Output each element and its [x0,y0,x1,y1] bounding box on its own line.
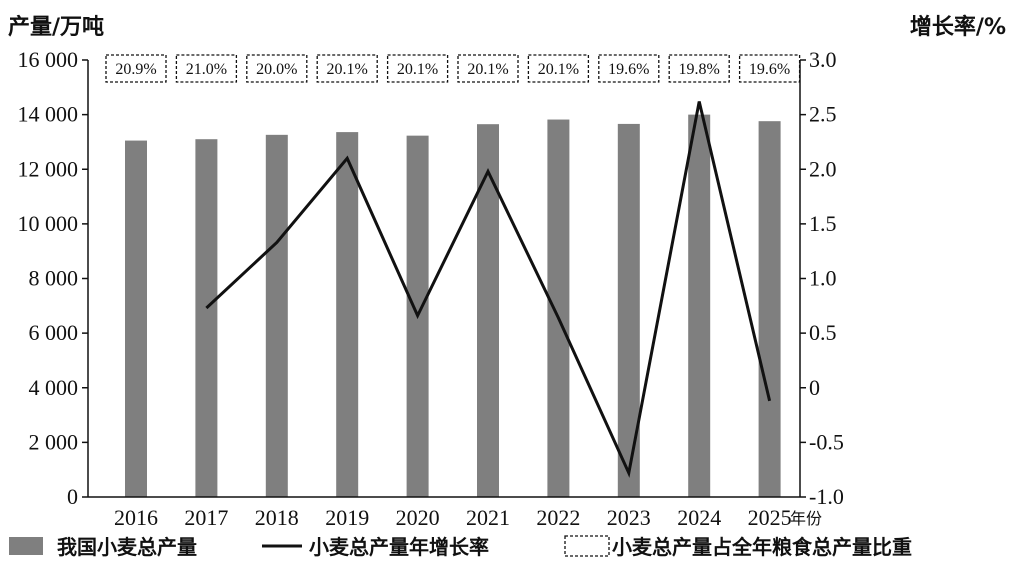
bar-series [125,114,781,498]
legend-ratio-label: 小麦总产量占全年粮食总产量比重 [612,535,912,559]
growth-rate-line [205,101,772,478]
ratio-annotation: 20.1% [386,54,449,83]
bar [336,132,359,498]
ratio-label: 19.8% [679,61,720,78]
ratio-label: 19.6% [608,61,649,78]
x-tick-label: 2021 [466,505,510,530]
legend-line-label: 小麦总产量年增长率 [309,535,489,559]
left-tick-label: 0 [67,484,78,509]
x-tick-label: 2019 [325,505,369,530]
ratio-annotation: 19.8% [668,54,730,83]
left-axis-title: 产量/万吨 [8,15,104,40]
bar [617,123,640,497]
ratio-box [105,54,167,83]
ratio-label: 20.9% [115,61,156,78]
ratio-box [457,54,519,83]
ratio-box [738,54,801,83]
bar [758,121,781,498]
x-tick-label: 2018 [255,505,299,530]
bar [688,114,711,497]
bar [477,124,499,497]
x-axis-ticks: 2016 2017 2018 2019 2020 2021 2022 2023 2024 2025 [114,505,792,530]
right-tick-label: 0 [809,375,820,400]
x-tick-label: 2025 [748,505,792,530]
right-tick-label: -1.0 [809,484,844,509]
ratio-annotation: 20.1% [316,54,378,83]
ratio-box [527,54,590,83]
right-tick-label: 3.0 [809,47,837,72]
x-tick-label: 2016 [114,505,158,530]
ratio-annotation: 20.1% [527,54,590,83]
legend: 我国小麦总产量 小麦总产量年增长率 小麦总产量占全年粮食总产量比重 [9,535,912,559]
bar [195,139,218,498]
ratio-label: 20.1% [467,61,508,78]
ratio-label: 19.6% [749,61,790,78]
ratio-box [246,54,308,83]
ratio-box [175,54,238,83]
legend-ratio-swatch [564,535,610,557]
x-tick-label: 2023 [607,505,651,530]
right-axis-ticks: -1.0 -0.5 0 0.5 1.0 1.5 2.0 2.5 3.0 [800,47,844,509]
left-tick-label: 2 000 [29,429,79,454]
left-tick-label: 12 000 [18,156,79,181]
ratio-annotation: 19.6% [738,54,801,83]
x-tick-label: 2024 [677,505,721,530]
left-tick-label: 14 000 [18,102,79,127]
left-tick-label: 6 000 [29,320,79,345]
x-tick-label: 2020 [396,505,440,530]
ratio-annotation: 20.0% [246,54,308,83]
bar [547,119,570,497]
ratio-annotations: 20.9% 21.0% 20.0% 20.1% 20.1% 20.1% 20.1% 19.6%… [105,54,801,83]
ratio-annotation: 20.1% [457,54,519,83]
ratio-annotation: 19.6% [598,54,660,83]
ratio-label: 20.1% [538,61,579,78]
legend-bar-swatch [9,537,43,555]
right-tick-label: 1.0 [809,266,837,291]
x-tick-label: 2017 [184,505,228,530]
legend-bar-label: 我国小麦总产量 [57,535,197,559]
right-tick-label: 2.5 [809,102,837,127]
left-tick-label: 10 000 [18,211,79,236]
right-tick-label: -0.5 [809,429,844,454]
ratio-box [668,54,730,83]
right-axis-title: 增长率/% [910,14,1006,40]
right-tick-label: 0.5 [809,320,837,345]
left-tick-label: 16 000 [18,47,79,72]
right-tick-label: 1.5 [809,211,837,236]
x-tick-label: 2022 [536,505,580,530]
ratio-label: 20.0% [256,61,297,78]
left-axis-ticks: 0 2 000 4 000 6 000 8 000 10 000 12 000 14 000 1… [18,47,88,509]
right-tick-label: 2.0 [809,156,837,181]
ratio-label: 21.0% [186,61,227,78]
ratio-annotation: 20.9% [105,54,167,83]
bar [125,140,147,497]
ratio-annotation: 21.0% [175,54,238,83]
ratio-label: 20.1% [397,61,438,78]
ratio-label: 20.1% [327,61,368,78]
left-tick-label: 4 000 [29,375,79,400]
left-tick-label: 8 000 [29,266,79,291]
line-series [205,101,772,478]
ratio-box [386,54,449,83]
ratio-box [598,54,660,83]
x-axis-unit: 年份 [790,509,822,528]
bar [265,134,288,497]
ratio-box [316,54,378,83]
